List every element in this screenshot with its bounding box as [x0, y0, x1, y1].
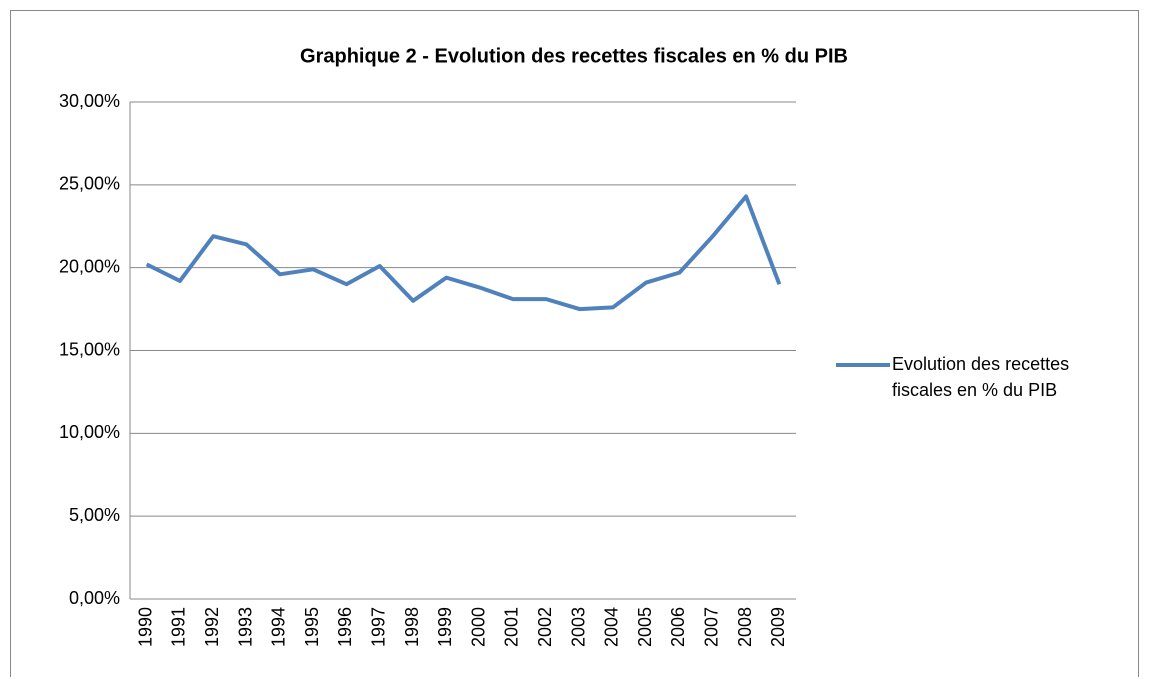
legend-label: Evolution des recettes fiscales en % du …: [892, 354, 1070, 400]
x-tick-label: 2008: [735, 607, 755, 647]
x-tick-label: 2007: [702, 607, 722, 647]
x-tick-label: 2009: [768, 607, 788, 647]
y-tick-label: 10,00%: [59, 422, 120, 442]
x-tick-label: 1990: [135, 607, 155, 647]
x-tick-label: 2006: [668, 607, 688, 647]
y-tick-label: 5,00%: [69, 505, 120, 525]
x-tick-label: 2005: [635, 607, 655, 647]
y-tick-label: 20,00%: [59, 256, 120, 276]
x-tick-label: 2001: [502, 607, 522, 647]
line-series: [145, 194, 782, 312]
x-tick-label: 2003: [568, 607, 588, 647]
x-tick-label: 1997: [369, 607, 389, 647]
x-tick-label: 1993: [235, 607, 255, 647]
legend: Evolution des recettes fiscales en % du …: [892, 354, 1070, 400]
x-tick-label: 2000: [468, 607, 488, 647]
y-tick-label: 0,00%: [69, 588, 120, 608]
x-tick-label: 1992: [202, 607, 222, 647]
x-tick-label: 2002: [535, 607, 555, 647]
chart-border: [10, 10, 1139, 681]
x-tick-label: 1996: [335, 607, 355, 647]
x-tick-label: 1995: [302, 607, 322, 647]
y-tick-label: 25,00%: [59, 174, 120, 194]
x-tick-label: 1999: [435, 607, 455, 647]
x-tick-label: 1991: [169, 607, 189, 647]
x-tick-label: 1998: [402, 607, 422, 647]
x-tick-label: 2004: [602, 607, 622, 647]
chart-title: Graphique 2 - Evolution des recettes fis…: [300, 45, 848, 67]
y-tick-label: 30,00%: [59, 91, 120, 111]
x-tick-label: 1994: [269, 607, 289, 647]
y-tick-label: 15,00%: [59, 339, 120, 359]
